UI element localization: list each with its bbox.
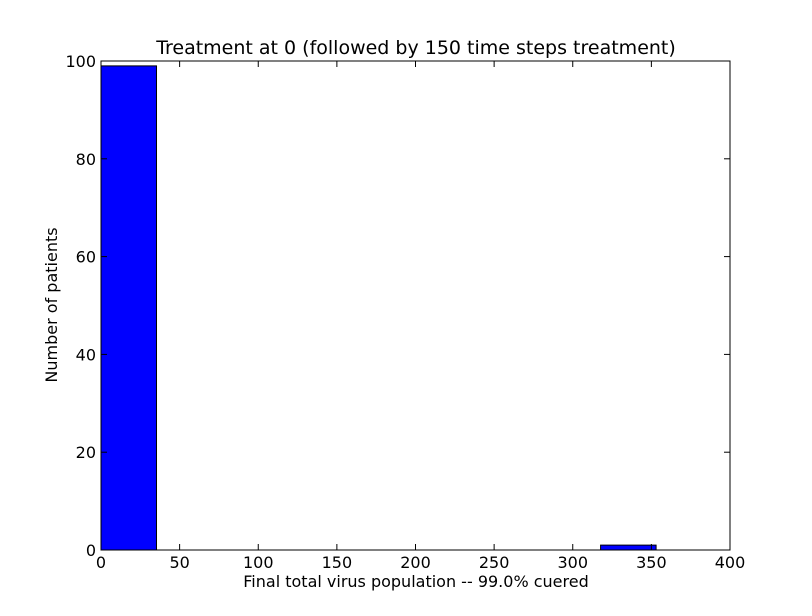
plot-frame (100, 60, 731, 551)
x-tick-label-5: 250 (479, 553, 510, 572)
x-tick-label-0: 0 (96, 553, 106, 572)
x-tick-label-6: 300 (557, 553, 588, 572)
y-tick-label-0: 0 (86, 541, 96, 560)
y-tick-label-2: 40 (76, 345, 96, 364)
histogram-bars (100, 65, 657, 551)
y-tick-labels: 0 20 40 60 80 100 (65, 52, 96, 560)
histogram-bar-9 (600, 544, 657, 551)
y-tick-label-5: 100 (65, 52, 96, 71)
x-tick-label-7: 350 (636, 553, 667, 572)
x-axis-label: Final total virus population -- 99.0% cu… (243, 572, 588, 591)
x-tick-label-1: 50 (169, 553, 189, 572)
y-tick-label-4: 80 (76, 150, 96, 169)
y-axis-label: Number of patients (42, 227, 61, 382)
y-tick-label-3: 60 (76, 248, 96, 267)
plot-background (101, 61, 730, 550)
x-tick-label-2: 100 (243, 553, 274, 572)
x-tick-label-8: 400 (715, 553, 746, 572)
x-tick-label-4: 200 (400, 553, 431, 572)
x-tick-labels: 0 50 100 150 200 250 300 350 400 (96, 553, 745, 572)
chart-title: Treatment at 0 (followed by 150 time ste… (155, 37, 676, 59)
y-tick-label-1: 20 (76, 443, 96, 462)
x-tick-label-3: 150 (322, 553, 353, 572)
histogram-bar-0 (100, 65, 158, 551)
